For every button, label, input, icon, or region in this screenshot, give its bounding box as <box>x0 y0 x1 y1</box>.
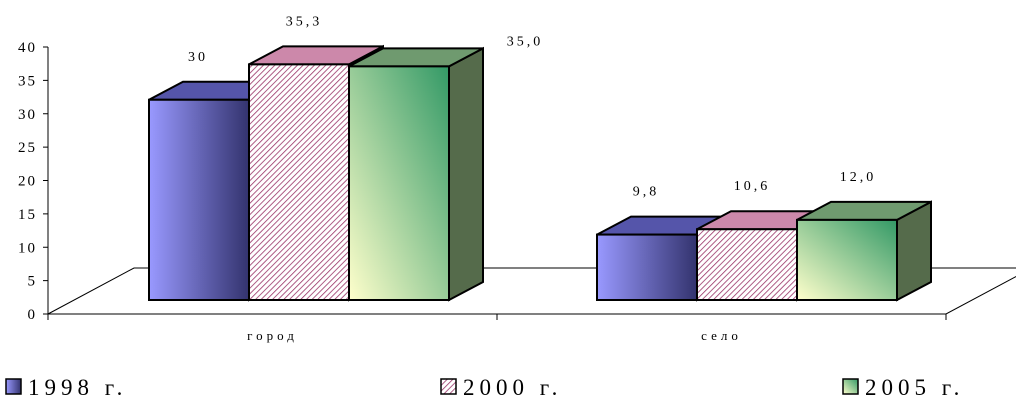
bar-front <box>596 233 698 302</box>
y-tick-label: 40 <box>18 40 37 56</box>
legend-item-1998: 1998 г. <box>5 375 127 399</box>
data-label-2000-1: 10,6 <box>734 179 771 194</box>
data-label-2005-1: 12,0 <box>840 170 877 185</box>
y-tick-label: 5 <box>28 274 38 290</box>
bar-front <box>696 228 798 301</box>
y-tick-label: 15 <box>18 207 37 223</box>
legend-swatch <box>440 378 457 395</box>
legend-swatch <box>842 378 859 395</box>
y-tick-label: 35 <box>18 73 37 89</box>
legend-label: 2005 г. <box>865 375 964 399</box>
data-label-2005-0: 35,0 <box>507 34 544 49</box>
legend-item-2005: 2005 г. <box>842 375 964 399</box>
y-tick-label: 30 <box>18 107 37 123</box>
x-category-label: город <box>247 328 298 343</box>
bar-front <box>148 98 250 301</box>
legend-label: 1998 г. <box>28 375 127 399</box>
legend-swatch <box>5 378 22 395</box>
bar-2005 <box>348 46 484 302</box>
y-tick-label: 25 <box>18 140 37 156</box>
x-category-label: село <box>701 328 742 343</box>
bar-front <box>796 218 898 301</box>
data-label-1998-0: 30 <box>188 50 208 65</box>
data-label-2000-0: 35,3 <box>286 14 323 29</box>
legend-item-2000: 2000 г. <box>440 375 562 399</box>
y-tick-label: 0 <box>28 307 38 323</box>
data-label-1998-1: 9,8 <box>633 185 660 200</box>
y-tick-label: 20 <box>18 174 37 190</box>
bar-front <box>348 65 450 301</box>
bar-2005 <box>796 200 932 302</box>
y-tick-label: 10 <box>18 240 37 256</box>
bar-side <box>448 46 484 302</box>
legend-label: 2000 г. <box>463 375 562 399</box>
bar-front <box>248 63 350 301</box>
